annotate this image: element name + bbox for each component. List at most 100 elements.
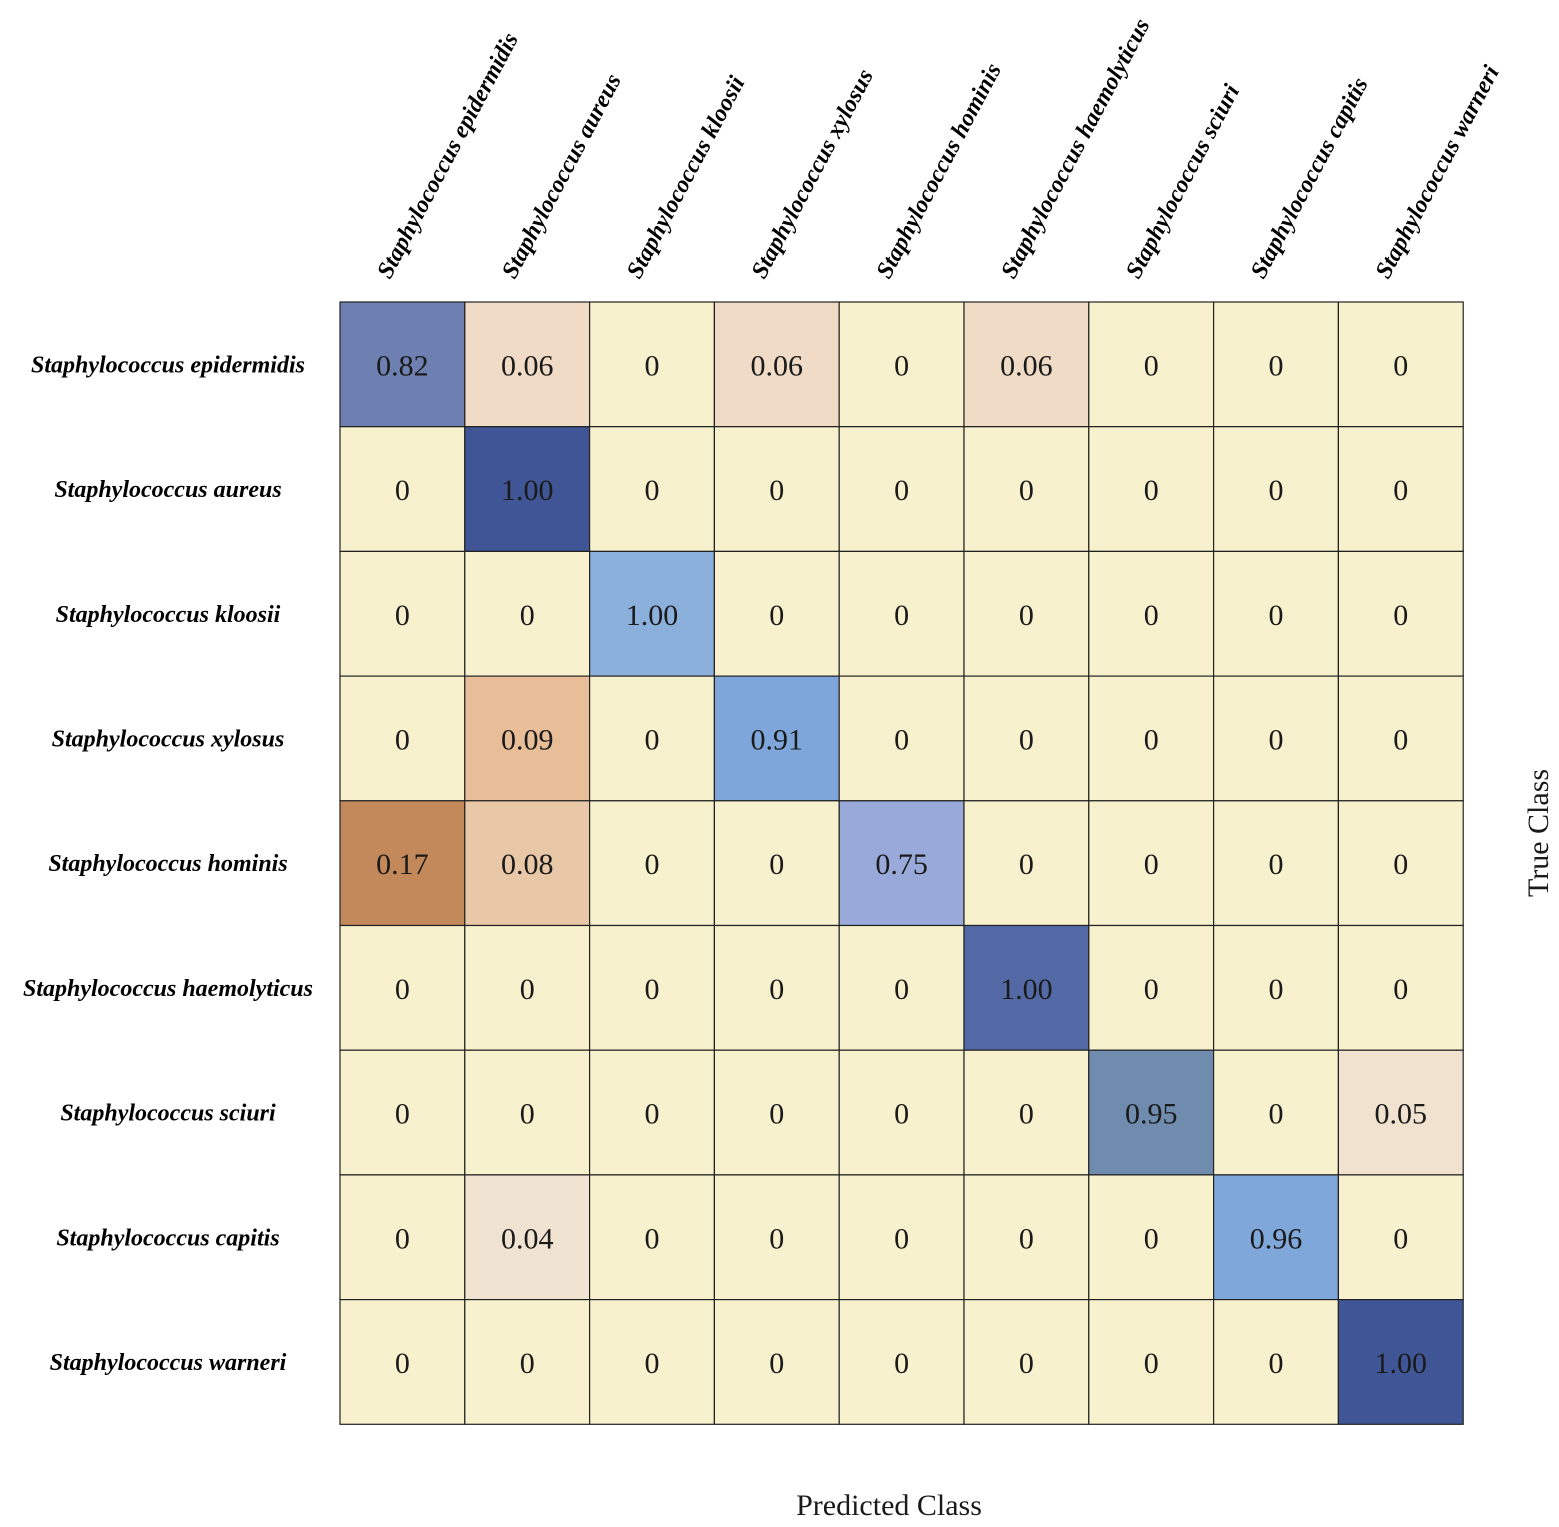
cell-value-r4-c7: 0 xyxy=(1269,848,1284,881)
cell-value-r1-c5: 0 xyxy=(1019,474,1034,507)
heatmap-cell-r2-c2 xyxy=(588,550,715,677)
heatmap-cell-r7-c2 xyxy=(588,1174,715,1301)
heatmap-cell-r5-c4 xyxy=(838,924,965,1051)
row-label-6: Staphylococcus sciuri xyxy=(60,1101,276,1127)
cell-value-r2-c6: 0 xyxy=(1144,599,1159,632)
heatmap-cell-r6-c2 xyxy=(588,1049,715,1176)
heatmap-cell-r6-c4 xyxy=(838,1049,965,1176)
cell-value-r4-c8: 0 xyxy=(1393,848,1408,881)
row-label-1: Staphylococcus aureus xyxy=(54,477,281,503)
col-label-0: Staphylococcus epidermidis xyxy=(372,29,524,283)
heatmap-cell-r1-c0 xyxy=(339,426,466,553)
cell-value-r6-c4: 0 xyxy=(894,1098,909,1131)
heatmap-cell-r5-c1 xyxy=(464,924,591,1051)
heatmap-cell-r3-c8 xyxy=(1337,675,1464,802)
heatmap-cell-r2-c0 xyxy=(339,550,466,677)
heatmap-cell-r0-c7 xyxy=(1212,301,1339,428)
heatmap-cell-r1-c3 xyxy=(713,426,840,553)
heatmap-cell-r7-c0 xyxy=(339,1174,466,1301)
cell-value-r3-c1: 0.09 xyxy=(501,724,554,757)
col-label-7: Staphylococcus capitis xyxy=(1246,73,1374,282)
cell-value-r5-c3: 0 xyxy=(769,973,784,1006)
heatmap-cell-r1-c5 xyxy=(963,426,1090,553)
heatmap-cell-r1-c8 xyxy=(1337,426,1464,553)
heatmap-cell-r0-c5 xyxy=(963,301,1090,428)
cell-value-r7-c8: 0 xyxy=(1393,1222,1408,1255)
cell-value-r2-c1: 0 xyxy=(520,599,535,632)
cell-value-r4-c4: 0.75 xyxy=(875,848,928,881)
cell-value-r5-c2: 0 xyxy=(645,973,660,1006)
cell-value-r0-c8: 0 xyxy=(1393,349,1408,382)
cell-value-r4-c3: 0 xyxy=(769,848,784,881)
cell-value-r5-c0: 0 xyxy=(395,973,410,1006)
cell-value-r1-c4: 0 xyxy=(894,474,909,507)
cell-value-r3-c8: 0 xyxy=(1393,724,1408,757)
heatmap-cell-r5-c0 xyxy=(339,924,466,1051)
heatmap-cell-r6-c7 xyxy=(1212,1049,1339,1176)
cell-value-r6-c7: 0 xyxy=(1269,1098,1284,1131)
cell-value-r6-c1: 0 xyxy=(520,1098,535,1131)
cell-value-r8-c5: 0 xyxy=(1019,1347,1034,1380)
row-label-3: Staphylococcus xylosus xyxy=(52,727,285,753)
heatmap-cell-r7-c5 xyxy=(963,1174,1090,1301)
heatmap-cell-r8-c5 xyxy=(963,1298,1090,1425)
cell-value-r0-c1: 0.06 xyxy=(501,349,554,382)
heatmap-cell-r4-c3 xyxy=(713,800,840,927)
col-label-8: Staphylococcus warneri xyxy=(1371,61,1505,282)
heatmap-cell-r5-c5 xyxy=(963,924,1090,1051)
heatmap-cell-r6-c1 xyxy=(464,1049,591,1176)
cell-value-r0-c3: 0.06 xyxy=(751,349,804,382)
cell-value-r7-c4: 0 xyxy=(894,1222,909,1255)
cell-value-r2-c3: 0 xyxy=(769,599,784,632)
heatmap-cell-r7-c3 xyxy=(713,1174,840,1301)
heatmap-cell-r1-c7 xyxy=(1212,426,1339,553)
cell-value-r3-c3: 0.91 xyxy=(751,724,804,757)
heatmap-cell-r1-c4 xyxy=(838,426,965,553)
row-label-0: Staphylococcus epidermidis xyxy=(31,352,305,378)
cell-value-r0-c2: 0 xyxy=(645,349,660,382)
heatmap-cell-r4-c1 xyxy=(464,800,591,927)
heatmap-cell-r2-c8 xyxy=(1337,550,1464,677)
cell-value-r3-c5: 0 xyxy=(1019,724,1034,757)
heatmap-cell-r8-c1 xyxy=(464,1298,591,1425)
cell-value-r6-c8: 0.05 xyxy=(1375,1098,1428,1131)
cell-value-r7-c2: 0 xyxy=(645,1222,660,1255)
cell-value-r4-c6: 0 xyxy=(1144,848,1159,881)
heatmap-cell-r0-c1 xyxy=(464,301,591,428)
cell-value-r8-c0: 0 xyxy=(395,1347,410,1380)
row-label-7: Staphylococcus capitis xyxy=(56,1225,279,1251)
heatmap-cell-r0-c4 xyxy=(838,301,965,428)
cell-value-r6-c6: 0.95 xyxy=(1125,1098,1178,1131)
cell-value-r8-c3: 0 xyxy=(769,1347,784,1380)
heatmap-cell-r8-c2 xyxy=(588,1298,715,1425)
cell-value-r0-c6: 0 xyxy=(1144,349,1159,382)
cell-value-r2-c5: 0 xyxy=(1019,599,1034,632)
cell-value-r2-c2: 1.00 xyxy=(626,599,679,632)
row-labels-layer: Staphylococcus epidermidis Staphylococcus… xyxy=(23,352,313,1376)
cell-value-r3-c2: 0 xyxy=(645,724,660,757)
cell-value-r8-c4: 0 xyxy=(894,1347,909,1380)
heatmap-cell-r2-c1 xyxy=(464,550,591,677)
row-label-8: Staphylococcus warneri xyxy=(50,1350,287,1376)
cell-value-r0-c7: 0 xyxy=(1269,349,1284,382)
heatmap-cell-r0-c0 xyxy=(339,301,466,428)
heatmap-cell-r6-c0 xyxy=(339,1049,466,1176)
cell-value-r0-c0: 0.82 xyxy=(376,349,429,382)
cell-value-r5-c6: 0 xyxy=(1144,973,1159,1006)
cell-value-r4-c5: 0 xyxy=(1019,848,1034,881)
heatmap-cell-r4-c0 xyxy=(339,800,466,927)
cell-value-r5-c7: 0 xyxy=(1269,973,1284,1006)
heatmap-cell-r4-c5 xyxy=(963,800,1090,927)
cell-value-r6-c5: 0 xyxy=(1019,1098,1034,1131)
heatmap-cell-r1-c6 xyxy=(1088,426,1215,553)
x-axis-title: Predicted Class xyxy=(796,1489,982,1522)
row-label-4: Staphylococcus hominis xyxy=(48,851,287,877)
cell-value-r2-c8: 0 xyxy=(1393,599,1408,632)
cell-value-r4-c1: 0.08 xyxy=(501,848,554,881)
heatmap-cell-r5-c3 xyxy=(713,924,840,1051)
heatmap-cell-r5-c2 xyxy=(588,924,715,1051)
cell-value-r4-c2: 0 xyxy=(645,848,660,881)
heatmap-cell-r8-c0 xyxy=(339,1298,466,1425)
cell-value-r6-c3: 0 xyxy=(769,1098,784,1131)
